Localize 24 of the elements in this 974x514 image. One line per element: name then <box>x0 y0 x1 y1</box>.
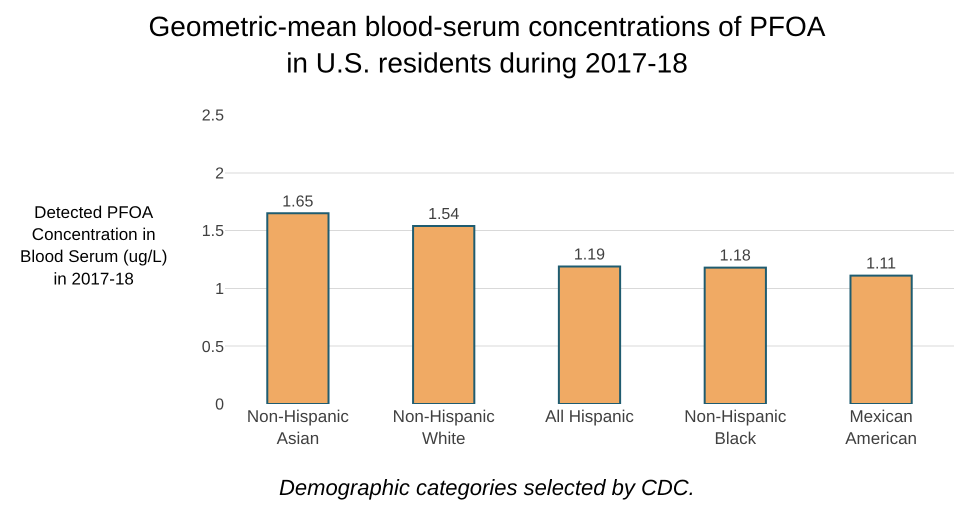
bar <box>266 212 330 404</box>
x-tick-label: All Hispanic <box>545 407 634 426</box>
data-label: 1.18 <box>720 248 751 265</box>
y-tick-label: 1 <box>215 281 224 298</box>
x-tick-label: Non-Hispanic Asian <box>246 407 350 448</box>
y-axis-title: Detected PFOA Concentration in Blood Serum (ug/L) in 2017-18 <box>20 203 168 288</box>
text: Demographic categories selected by CDC. <box>279 475 695 500</box>
y-tick-label: 1.5 <box>202 223 224 240</box>
y-tick-label: 0 <box>215 396 224 414</box>
x-tick-label: Non-Hispanic White <box>392 407 496 448</box>
chart-title: Geometric-mean blood-serum concentrations of PFOA in U.S. residents during 2017-18 <box>148 10 826 78</box>
data-label: 1.65 <box>282 193 314 210</box>
y-tick-label: 2 <box>215 165 224 182</box>
data-label: 1.11 <box>866 256 896 273</box>
x-tick-label: Mexican American <box>845 407 918 448</box>
bar <box>558 265 622 404</box>
data-label: 1.19 <box>574 246 606 264</box>
bar <box>849 274 913 404</box>
data-label: 1.54 <box>428 206 460 223</box>
bar <box>412 224 476 404</box>
bar <box>704 266 767 404</box>
y-tick-label: 2.5 <box>202 108 224 125</box>
y-tick-label: 0.5 <box>202 338 224 356</box>
x-tick-label: Non-Hispanic Black <box>684 407 787 448</box>
